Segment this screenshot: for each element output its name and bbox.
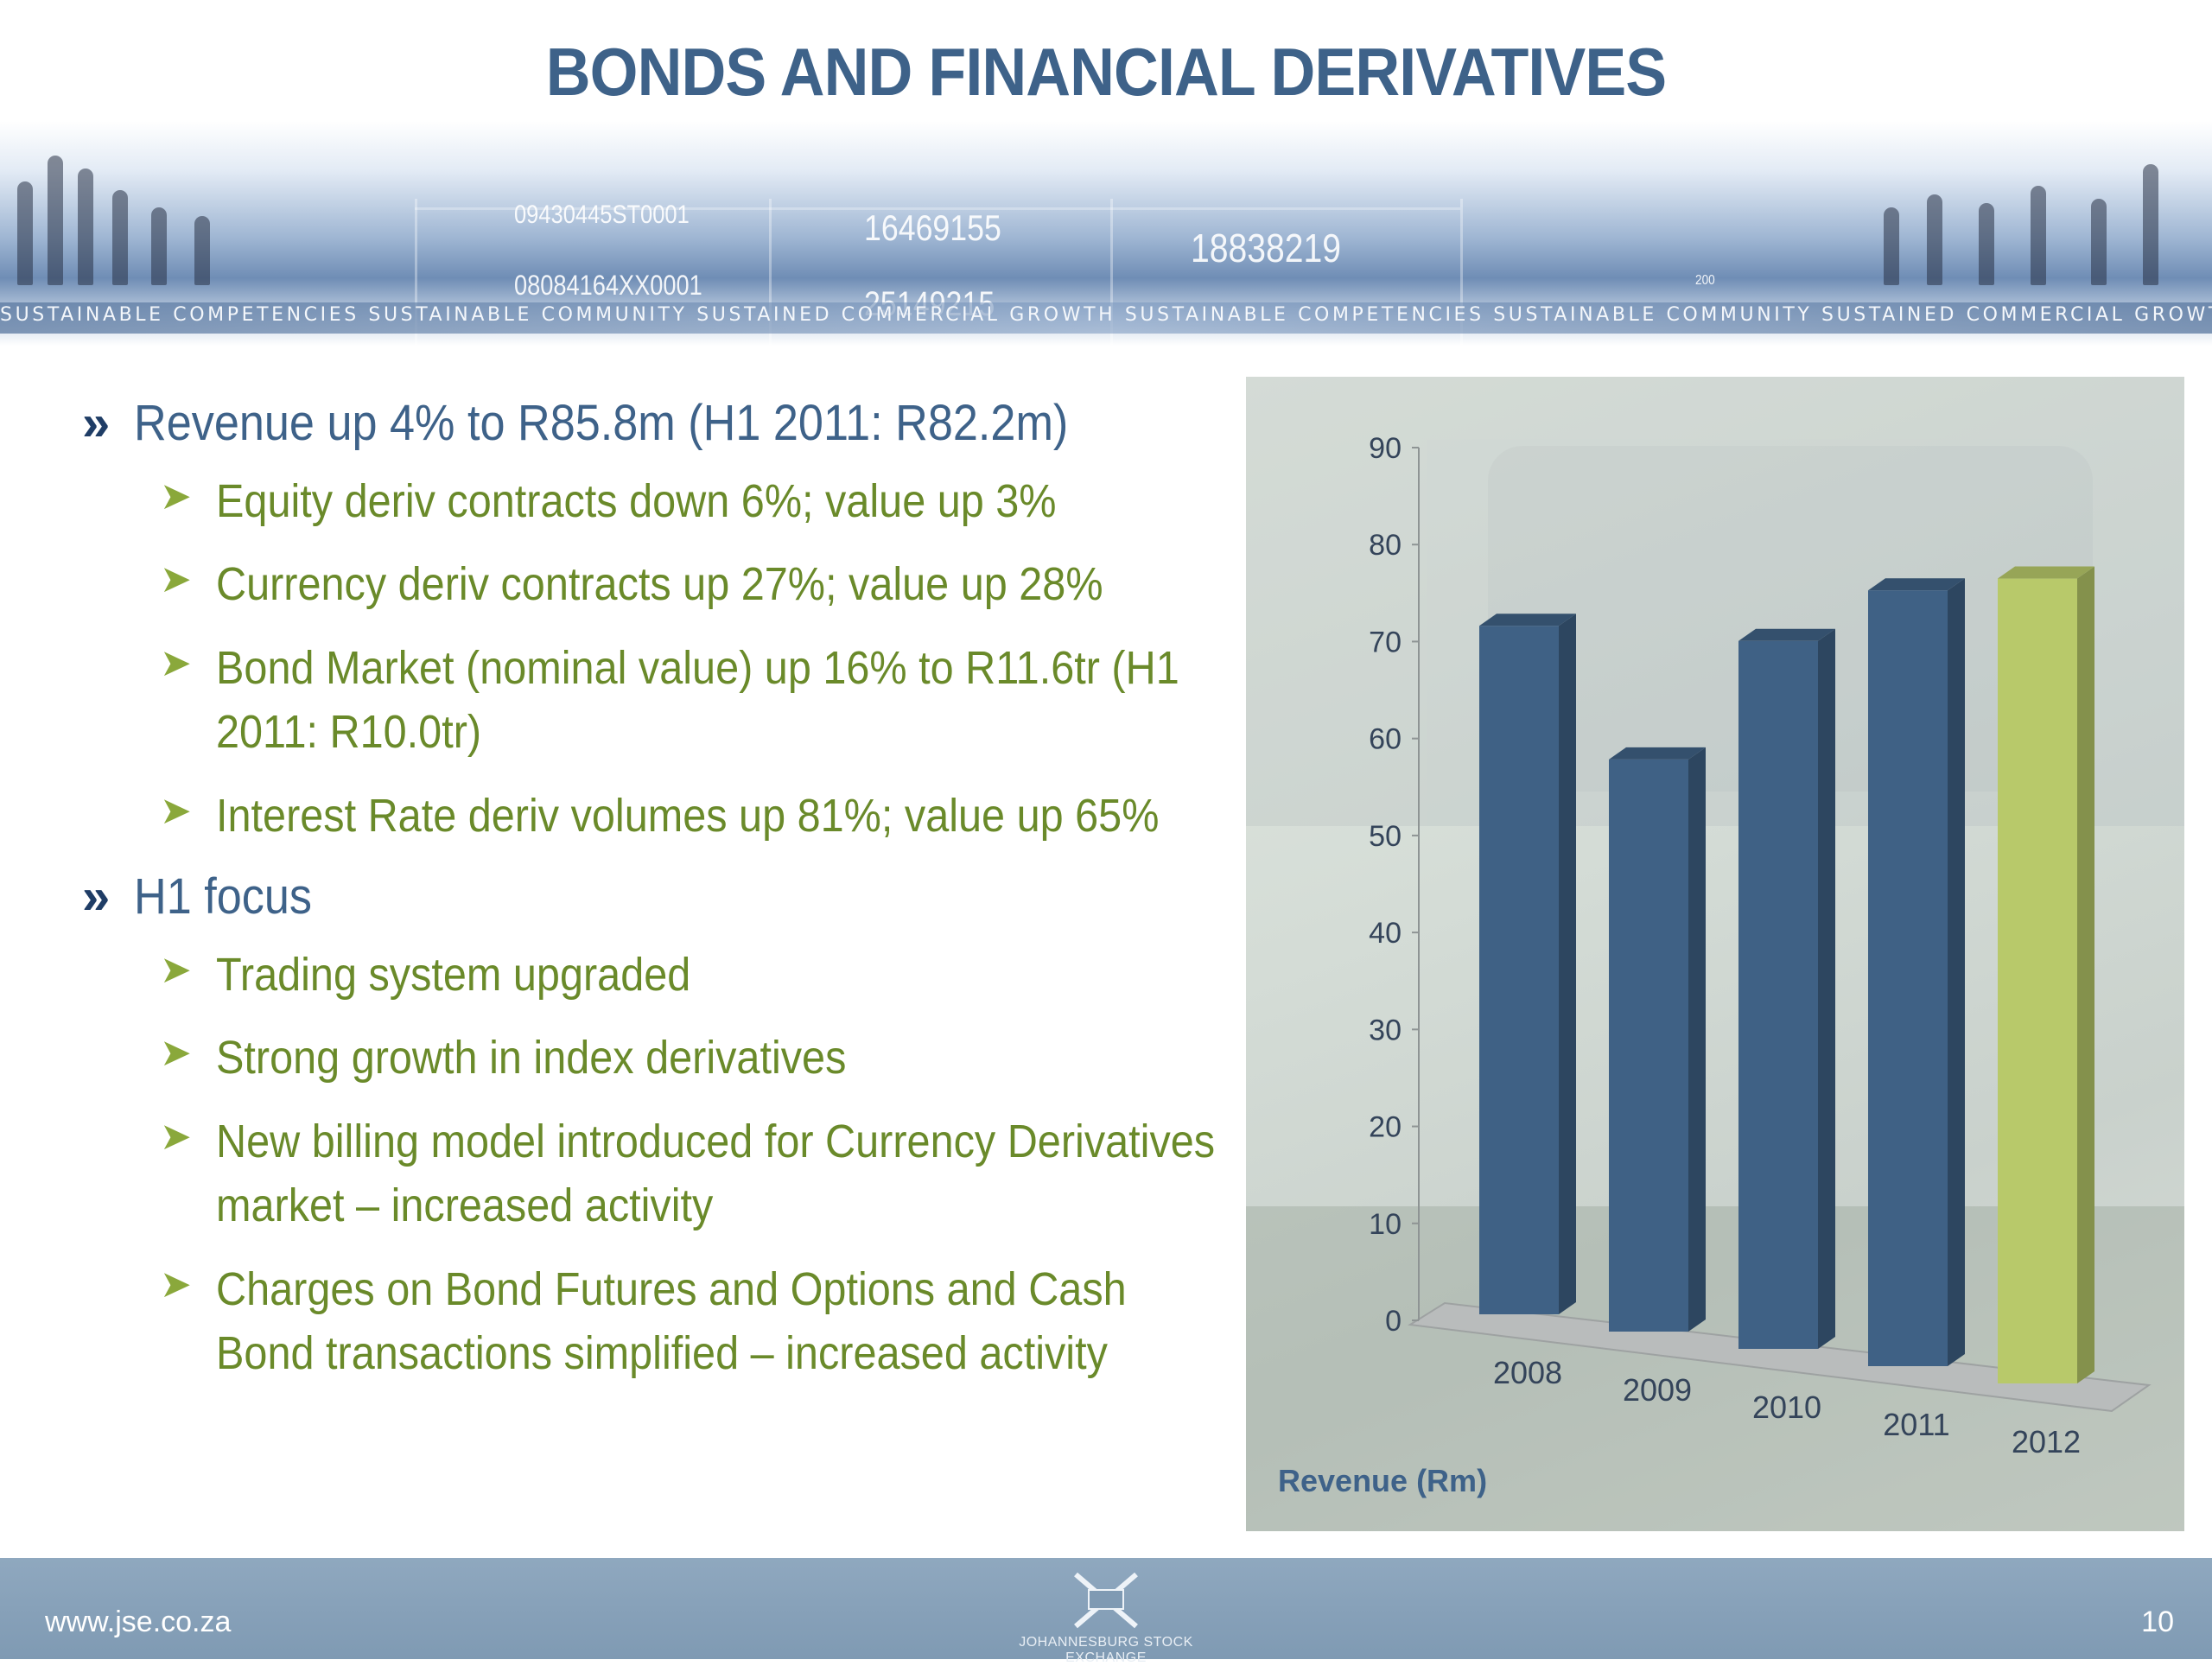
sub-bullet-text: Strong growth in index derivatives [216,1032,847,1084]
sub-bullet-text: Currency deriv contracts up 27%; value u… [216,558,1103,611]
sub-bullet-item: ➤ Trading system upgraded [82,943,1223,1008]
sub-bullet-text: Interest Rate deriv volumes up 81%; valu… [216,789,1160,842]
bar-2011 [1868,590,1948,1366]
banner-grid-line [1110,199,1113,346]
y-tick-label: 90 [1369,432,1402,465]
crowd-figure [1979,203,1994,285]
ticker-number: 16469155 [864,207,1001,248]
bullet-item: » Revenue up 4% to R85.8m (H1 2011: R82.… [82,393,1223,454]
x-tick-label: 2012 [2012,1424,2081,1459]
x-tick-label: 2010 [1752,1389,1821,1425]
bullet-text: H1 focus [134,868,313,925]
bullet-item: » H1 focus [82,867,1223,927]
banner-tagline: SUSTAINABLE COMPETENCIES SUSTAINABLE COM… [0,304,2212,326]
y-tick-label: 40 [1369,917,1402,950]
x-tick-label: 2011 [1883,1407,1949,1442]
crowd-figure [112,190,128,285]
crowd-figure [2031,186,2046,285]
bar-side-2010 [1818,628,1835,1349]
arrowhead-icon: ➤ [160,1262,192,1306]
y-tick-label: 80 [1369,529,1402,562]
double-chevron-icon: » [82,868,111,925]
bar-2012 [1998,578,2077,1383]
revenue-chart: 0 10 20 30 40 50 60 70 80 90 2008 2009 2010 2011 2012 R… [1246,377,2184,1531]
ticker-number: 09430445ST0001 [514,200,690,229]
slide-title: BONDS AND FINANCIAL DERIVATIVES [545,34,1667,110]
y-tick-label: 70 [1369,626,1402,658]
bar-top-2011 [1868,578,1965,591]
x-tick-label: 2009 [1623,1372,1692,1408]
crowd-figure [2091,199,2107,285]
bullet-list: » Revenue up 4% to R85.8m (H1 2011: R82.… [82,393,1223,1405]
y-tick-label: 10 [1369,1208,1402,1241]
x-axis-title: Revenue (Rm) [1278,1463,1487,1498]
crowd-figure [48,156,63,285]
bar-top-2008 [1479,614,1576,626]
arrowhead-icon: ➤ [160,558,192,601]
y-tick-label: 0 [1385,1305,1402,1338]
ticker-number: 200 [1695,273,1715,288]
bar-2009 [1609,759,1688,1332]
jse-logo [1074,1572,1138,1629]
sub-bullet-item: ➤ Bond Market (nominal value) up 16% to … [82,636,1223,765]
bar-top-2009 [1609,747,1706,760]
sub-bullet-item: ➤ Equity deriv contracts down 6%; value … [82,469,1223,534]
crowd-figure [1884,207,1899,285]
bar-top-2012 [1998,566,2094,579]
bar-side-2011 [1948,578,1965,1366]
banner-grid-line [415,199,417,346]
y-tick-label: 30 [1369,1014,1402,1046]
bullet-text: Revenue up 4% to R85.8m (H1 2011: R82.2m… [134,395,1069,451]
bar-top-2010 [1738,628,1835,641]
sub-bullet-item: ➤ Strong growth in index derivatives [82,1026,1223,1091]
double-chevron-icon: » [82,395,111,451]
bar-2008 [1479,626,1559,1314]
footer-url[interactable]: www.jse.co.za [45,1606,232,1638]
bar-2010 [1738,640,1818,1349]
sub-bullet-item: ➤ Charges on Bond Futures and Options an… [82,1257,1223,1386]
ticker-number: 08084164XX0001 [514,270,702,301]
header-banner: 09430445ST0001 16469155 18838219 0808416… [0,121,2212,346]
ticker-number: 18838219 [1191,226,1341,270]
crowd-figure [194,216,210,285]
sub-bullet-text: Bond Market (nominal value) up 16% to R1… [216,641,1179,759]
crowd-figure [151,207,167,285]
bar-side-2012 [2077,566,2094,1383]
sub-bullet-item: ➤ New billing model introduced for Curre… [82,1110,1223,1238]
y-tick-label: 50 [1369,820,1402,853]
sub-bullet-text: Charges on Bond Futures and Options and … [216,1262,1127,1380]
crowd-figure [17,181,33,285]
x-tick-label: 2008 [1493,1355,1562,1390]
arrowhead-icon: ➤ [160,948,192,991]
arrowhead-icon: ➤ [160,641,192,684]
banner-grid-line [1460,199,1463,346]
banner-grid-line [415,207,1460,210]
sub-bullet-text: Trading system upgraded [216,948,691,1001]
chart-floor [1408,1301,2152,1413]
crowd-figure [2143,164,2158,285]
crowd-figure [1927,194,1942,285]
crowd-figure [78,169,93,285]
arrowhead-icon: ➤ [160,1032,192,1075]
y-tick-label: 20 [1369,1111,1402,1144]
arrowhead-icon: ➤ [160,1115,192,1158]
footer-logo-text: JOHANNESBURG STOCK EXCHANGE [1019,1635,1193,1665]
bar-side-2009 [1688,747,1706,1332]
page-number: 10 [2141,1606,2174,1638]
sub-bullet-item: ➤ Currency deriv contracts up 27%; value… [82,552,1223,617]
chart-canvas: 0 10 20 30 40 50 60 70 80 90 2008 2009 2010 2011 2012 R… [1246,377,2184,1531]
sub-bullet-text: New billing model introduced for Currenc… [216,1115,1216,1232]
y-tick-label: 60 [1369,723,1402,756]
sub-bullet-item: ➤ Interest Rate deriv volumes up 81%; va… [82,784,1223,849]
arrowhead-icon: ➤ [160,474,192,518]
banner-grid-line [769,199,772,346]
banner-strip [0,302,2212,334]
arrowhead-icon: ➤ [160,789,192,832]
bar-side-2008 [1559,614,1576,1314]
sub-bullet-text: Equity deriv contracts down 6%; value up… [216,474,1057,527]
